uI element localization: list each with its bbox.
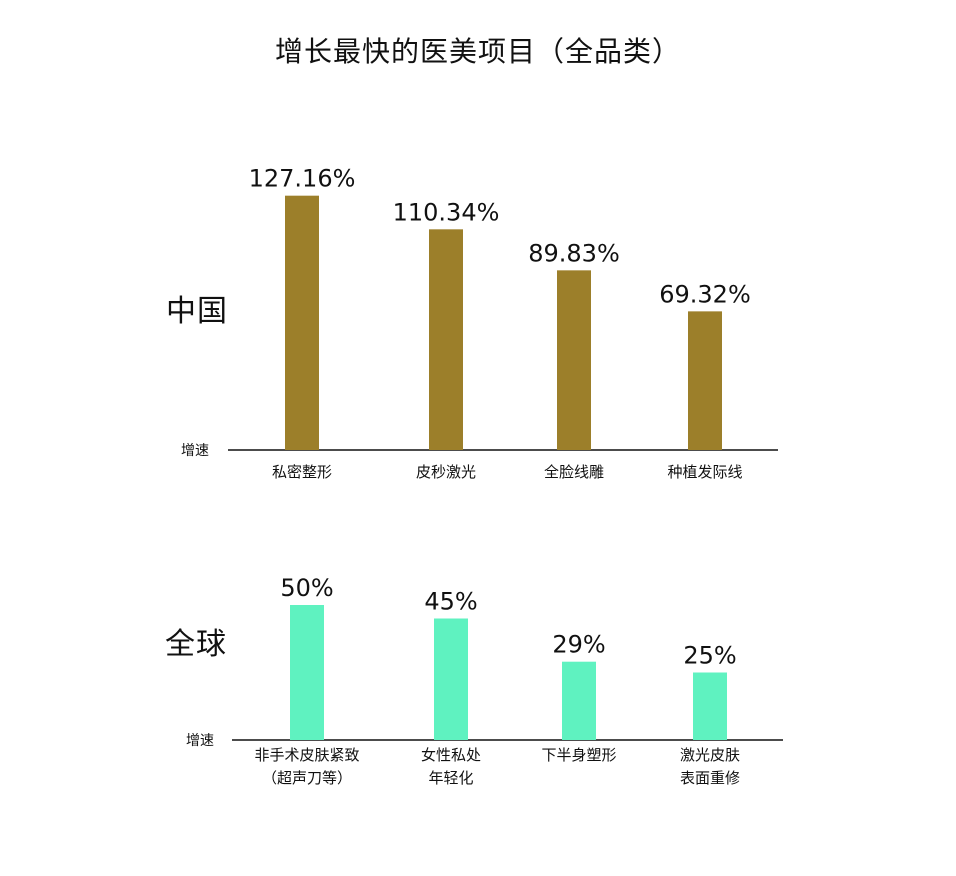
china-bar-chart: 增速 127.16% 私密整形 110.34% 皮秒激光 89.83% 全脸线雕 69.32%… bbox=[181, 165, 778, 481]
global-value-label-1: 50% bbox=[280, 574, 333, 602]
china-value-label-1: 127.16% bbox=[249, 165, 356, 193]
china-ylabel: 增速 bbox=[181, 443, 209, 459]
global-bar-4 bbox=[693, 672, 727, 740]
global-category-label-1-line-2: （超声刀等） bbox=[262, 769, 352, 787]
china-value-label-2: 110.34% bbox=[393, 198, 500, 226]
china-region-label: 中国 bbox=[166, 294, 228, 329]
global-category-label-1-line-1: 非手术皮肤紧致 bbox=[254, 746, 359, 764]
global-bar-1 bbox=[290, 605, 324, 740]
global-region-label: 全球 bbox=[165, 627, 227, 662]
global-category-label-4-line-2: 表面重修 bbox=[680, 769, 740, 787]
global-value-label-4: 25% bbox=[683, 642, 736, 670]
global-ylabel: 增速 bbox=[186, 733, 214, 749]
china-bar-1 bbox=[285, 195, 319, 450]
global-bar-3 bbox=[562, 661, 596, 740]
china-panel: 中国 增速 127.16% 私密整形 110.34% 皮秒激光 89.83% 全脸线雕 69.… bbox=[166, 165, 778, 481]
global-category-label-4-line-1: 激光皮肤 bbox=[680, 746, 740, 764]
global-category-label-3-line-1: 下半身塑形 bbox=[541, 746, 616, 764]
china-category-label-3-line-1: 全脸线雕 bbox=[544, 463, 604, 481]
global-bar-2 bbox=[434, 618, 468, 740]
china-value-label-3: 89.83% bbox=[528, 239, 620, 267]
china-category-label-4-line-1: 种植发际线 bbox=[667, 463, 742, 481]
china-category-label-2-line-1: 皮秒激光 bbox=[416, 463, 476, 481]
china-bar-2 bbox=[429, 229, 463, 450]
china-value-label-4: 69.32% bbox=[659, 280, 751, 308]
global-value-label-3: 29% bbox=[552, 631, 605, 659]
global-value-label-2: 45% bbox=[424, 588, 477, 616]
chart-title: 增长最快的医美项目（全品类） bbox=[274, 35, 681, 68]
global-category-label-2-line-1: 女性私处 bbox=[421, 746, 481, 764]
china-bar-3 bbox=[557, 270, 591, 450]
china-bar-4 bbox=[688, 311, 722, 450]
global-category-label-2-line-2: 年轻化 bbox=[428, 769, 473, 787]
china-category-label-1-line-1: 私密整形 bbox=[272, 463, 332, 481]
